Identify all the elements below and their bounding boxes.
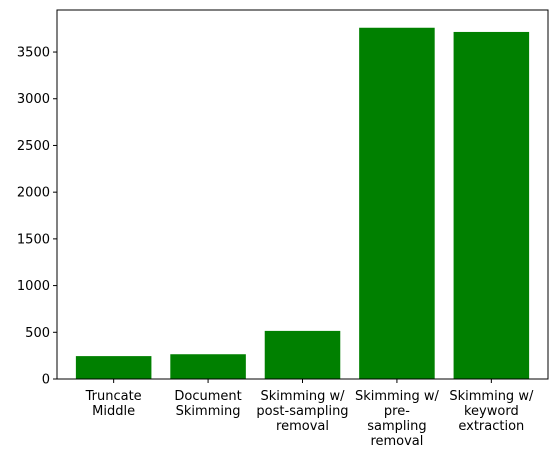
bars-group — [75, 27, 530, 379]
x-tick-label-line: Middle — [92, 404, 135, 419]
x-tick-label-line: removal — [276, 419, 329, 434]
x-tick-label-line: Skimming w/ — [261, 389, 346, 404]
x-tick-label-line: post-sampling — [256, 404, 348, 419]
x-tick-label: Skimming w/keyword extraction — [449, 389, 534, 434]
bar-2 — [170, 354, 246, 379]
bar-5 — [453, 31, 530, 379]
bar-4 — [359, 27, 435, 379]
x-tick-label-line: extraction — [458, 419, 524, 434]
x-axis: Truncate Middle Document Skimming Skimming w… — [85, 379, 534, 449]
y-tick-label: 1000 — [17, 279, 50, 294]
x-tick-label: Skimming w/pre-sampling removal — [355, 389, 440, 449]
x-tick-label-line: removal — [370, 434, 423, 449]
y-tick-label: 2500 — [17, 139, 50, 154]
plot-frame — [56, 9, 549, 380]
bar-3 — [264, 330, 341, 379]
y-tick-label: 3000 — [17, 92, 50, 107]
x-tick-label-line: sampling — [367, 419, 426, 434]
x-tick-label-line: pre- — [384, 404, 410, 419]
y-tick-label: 500 — [25, 326, 50, 341]
x-tick-label-line: Skimming — [176, 404, 241, 419]
y-tick-label: 0 — [42, 373, 50, 388]
x-tick-label: Skimming w/post-sampling removal — [256, 389, 348, 434]
x-tick-label-line: Document — [174, 389, 241, 404]
x-tick-label: Truncate Middle — [85, 389, 142, 419]
y-axis: 0 500 1000 1500 2000 2500 3000 3500 — [17, 46, 57, 388]
x-tick-label-line: Skimming w/ — [449, 389, 534, 404]
bar-1 — [75, 356, 152, 379]
x-tick-label-line: Skimming w/ — [355, 389, 440, 404]
y-tick-label: 1500 — [17, 232, 50, 247]
x-tick-label-line: keyword — [464, 404, 519, 419]
x-tick-label: Document Skimming — [174, 389, 241, 419]
x-tick-label-line: Truncate — [85, 389, 142, 404]
y-tick-label: 3500 — [17, 46, 50, 61]
y-tick-label: 2000 — [17, 186, 50, 201]
